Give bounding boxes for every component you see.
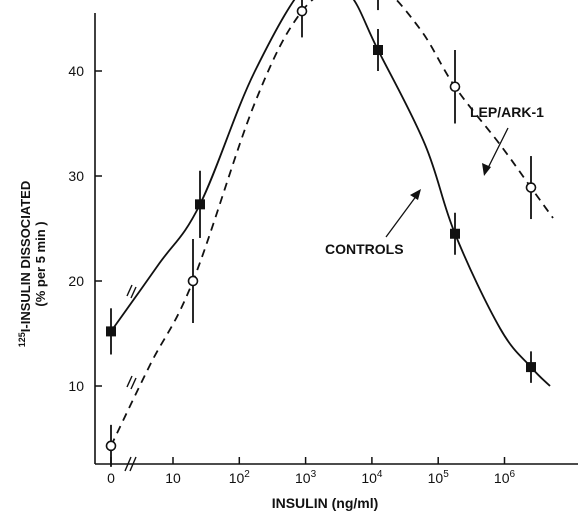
x-tick-label: 104 xyxy=(361,469,383,486)
axes xyxy=(94,13,578,472)
x-tick-label: 10 xyxy=(165,470,181,486)
x-axis-title: INSULIN (ng/ml) xyxy=(272,495,379,511)
x-tick-label: 0 xyxy=(107,470,115,486)
series-markers xyxy=(105,0,537,467)
y-axis-title-line1: I-INSULIN DISSOCIATED xyxy=(18,181,33,332)
y-tick-label: 10 xyxy=(68,378,84,394)
series-label-lep: LEP/ARK-1 xyxy=(470,104,544,120)
curve-break-mark xyxy=(130,286,137,299)
series-line-lep-ark-1 xyxy=(110,0,554,447)
series-lines xyxy=(110,0,554,447)
x-tick-label: 106 xyxy=(494,469,516,486)
svg-text:125I-INSULIN DISSOCIATED: 125I-INSULIN DISSOCIATED xyxy=(17,181,33,347)
data-point-lep-ark-1 xyxy=(105,440,117,452)
data-point-lep-ark-1 xyxy=(449,81,461,93)
curve-break-mark xyxy=(130,377,137,390)
data-point-controls xyxy=(106,326,116,337)
curve-break-mark xyxy=(126,284,133,297)
y-tick-label: 20 xyxy=(68,273,84,289)
data-point-controls xyxy=(526,362,536,373)
annotation-arrow-head xyxy=(482,163,491,176)
annotation-lep: LEP/ARK-1 xyxy=(470,104,544,176)
x-tick-label: 103 xyxy=(295,469,317,486)
annotation-arrow-line xyxy=(385,194,418,238)
annotation-arrow-head xyxy=(410,189,421,200)
curve-break-mark xyxy=(126,375,133,388)
annotation-arrow-line xyxy=(486,127,509,171)
data-point-controls xyxy=(195,199,205,210)
data-point-lep-ark-1 xyxy=(525,182,537,193)
y-ticks: 1020304050 xyxy=(68,63,102,394)
data-point-controls xyxy=(450,228,460,239)
y-tick-label: 40 xyxy=(68,63,84,79)
annotation-controls: CONTROLS xyxy=(325,189,421,257)
y-axis-title: 125I-INSULIN DISSOCIATED (% per 5 min ) xyxy=(17,181,48,347)
y-axis-title-superscript: 125 xyxy=(17,332,27,347)
x-axis-break-mark xyxy=(129,456,137,472)
data-point-controls xyxy=(373,45,383,55)
series-line-controls xyxy=(110,0,551,387)
data-point-lep-ark-1 xyxy=(187,275,199,287)
y-axis-title-line2: (% per 5 min ) xyxy=(33,221,48,306)
y-tick-label: 30 xyxy=(68,168,84,184)
series-label-controls: CONTROLS xyxy=(325,241,404,257)
x-ticks: 0 10 102 103 104 105 106 xyxy=(107,457,516,486)
data-point-lep-ark-1 xyxy=(296,5,308,17)
x-axis-break-mark xyxy=(124,456,132,472)
x-tick-label: 102 xyxy=(229,469,251,486)
x-tick-label: 105 xyxy=(428,469,450,486)
